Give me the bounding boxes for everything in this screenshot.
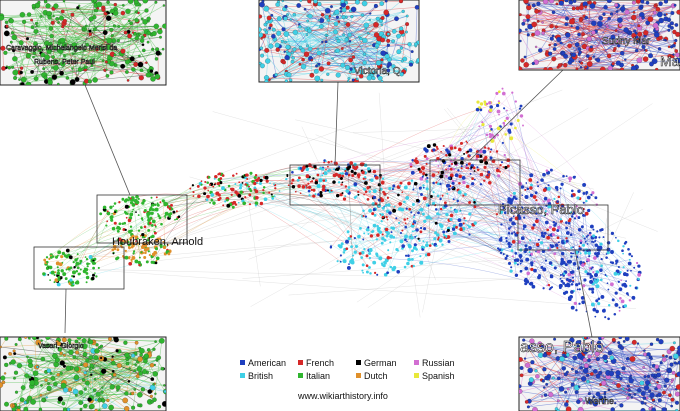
inset-bottom-left: Vasari, Giorgio bbox=[0, 336, 167, 411]
legend-swatch bbox=[298, 360, 303, 365]
legend-label: American bbox=[248, 358, 286, 368]
legend-swatch bbox=[356, 360, 361, 365]
inset-top-left: Caravaggio, Michelangelo Merisi da Rubens… bbox=[0, 0, 167, 86]
legend-item-british: British bbox=[240, 371, 273, 381]
source-url: www.wikiarthistory.info bbox=[297, 391, 388, 401]
legend-swatch bbox=[414, 373, 419, 378]
legend-swatch bbox=[356, 373, 361, 378]
inset-node-label: Caravaggio, Michelangelo Merisi da bbox=[6, 45, 117, 52]
inset-node-label: asso, Pablo bbox=[520, 339, 604, 356]
inset-node-label: Ma bbox=[660, 53, 680, 69]
node-layer bbox=[42, 87, 642, 321]
legend-label: Spanish bbox=[422, 371, 455, 381]
legend-label: British bbox=[248, 371, 273, 381]
zoom-frames bbox=[33, 69, 609, 338]
legend-swatch bbox=[240, 373, 245, 378]
legend-label: French bbox=[306, 358, 334, 368]
picasso-label: Picasso, Pablo bbox=[498, 202, 584, 217]
inset-top-center: Victoria, Q bbox=[258, 0, 420, 83]
legend-item-italian: Italian bbox=[298, 371, 330, 381]
inset-node-label: Victoria, Q bbox=[354, 66, 401, 77]
houbraken-label: Houbraken, Arnold bbox=[112, 236, 203, 248]
legend-item-american: American bbox=[240, 358, 286, 368]
inset-bottom-right: asso, Pablo Werthe bbox=[518, 336, 680, 411]
legend-item-german: German bbox=[356, 358, 397, 368]
legend-item-dutch: Dutch bbox=[356, 371, 388, 381]
inset-node-label: Werthe bbox=[585, 396, 614, 406]
legend-item-spanish: Spanish bbox=[414, 371, 455, 381]
legend-swatch bbox=[414, 360, 419, 365]
legend: American French German Russian British Italia… bbox=[240, 358, 455, 381]
legend-item-french: French bbox=[298, 358, 334, 368]
inset-node-label: Rubens, Peter Paul bbox=[34, 59, 95, 66]
inset-top-right: Ma Sudny Mar bbox=[518, 0, 680, 71]
legend-swatch bbox=[240, 360, 245, 365]
legend-label: Russian bbox=[422, 358, 455, 368]
legend-label: Dutch bbox=[364, 371, 388, 381]
inset-node-label: Sudny Mar bbox=[602, 36, 651, 47]
legend-item-russian: Russian bbox=[414, 358, 455, 368]
legend-label: German bbox=[364, 358, 397, 368]
legend-label: Italian bbox=[306, 371, 330, 381]
legend-swatch bbox=[298, 373, 303, 378]
inset-node-label: Vasari, Giorgio bbox=[38, 343, 84, 350]
